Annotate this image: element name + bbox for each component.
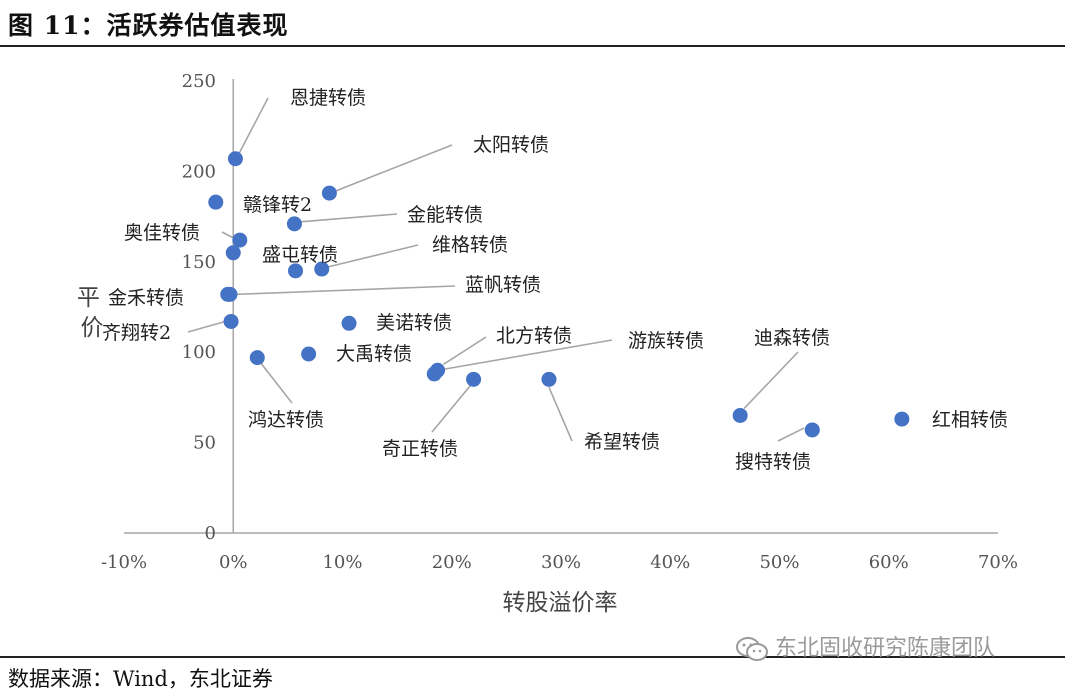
leader-line <box>431 384 472 433</box>
x-tick-label: 10% <box>322 552 362 573</box>
data-point <box>894 411 910 427</box>
point-label: 美诺转债 <box>376 312 452 334</box>
data-point <box>301 346 317 362</box>
point-label: 大禹转债 <box>336 343 412 365</box>
leader-line <box>548 387 573 442</box>
point-label: 希望转债 <box>584 431 660 453</box>
leader-line <box>443 336 487 365</box>
point-label: 北方转债 <box>496 325 572 347</box>
data-point <box>314 261 330 277</box>
data-point <box>426 366 442 382</box>
x-tick-label: 70% <box>978 552 1018 573</box>
leader-line <box>260 363 293 404</box>
data-points <box>208 151 910 438</box>
tick-labels: -10% 0% 10% 20% 30% 40% 50% 60% 70% 0 50 100 150 200 2… <box>101 71 1018 573</box>
x-axis-title: 转股溢价率 <box>503 590 618 616</box>
x-tick-label: -10% <box>101 552 147 573</box>
x-tick-label: 40% <box>650 552 690 573</box>
y-tick-label: 250 <box>182 71 216 92</box>
title-divider <box>0 45 1065 47</box>
data-point <box>541 371 557 387</box>
y-tick-label: 0 <box>205 523 216 544</box>
point-label: 太阳转债 <box>473 134 549 156</box>
x-tick-label: 0% <box>219 552 248 573</box>
leader-line <box>235 285 456 296</box>
y-tick-label: 200 <box>182 161 216 182</box>
data-point <box>288 263 304 279</box>
y-tick-label: 50 <box>193 433 216 454</box>
data-point <box>466 371 482 387</box>
point-label: 齐翔转2 <box>102 322 171 344</box>
point-label: 蓝帆转债 <box>465 274 541 296</box>
leader-lines <box>187 97 805 442</box>
data-point <box>286 216 302 232</box>
leader-line <box>743 351 799 410</box>
x-tick-label: 20% <box>432 552 472 573</box>
x-tick-label: 60% <box>869 552 909 573</box>
point-label: 金能转债 <box>407 204 483 226</box>
x-tick-label: 30% <box>541 552 581 573</box>
leader-line <box>327 244 419 268</box>
x-tick-label: 50% <box>759 552 799 573</box>
point-label: 奇正转债 <box>382 438 458 460</box>
data-point <box>732 407 748 423</box>
y-tick-label: 100 <box>182 342 216 363</box>
point-label: 赣锋转2 <box>243 194 312 216</box>
point-label: 红相转债 <box>932 409 1008 431</box>
point-label: 游族转债 <box>628 330 704 352</box>
data-point <box>321 185 337 201</box>
point-label: 恩捷转债 <box>290 87 366 109</box>
figure-title: 图 11：活跃券估值表现 <box>8 11 289 40</box>
y-axis-title: 平 价 <box>77 285 107 341</box>
point-label: 鸿达转债 <box>248 409 324 431</box>
y-axis-title-char-2: 价 <box>81 315 104 341</box>
leader-line <box>777 427 805 442</box>
point-label: 迪森转债 <box>754 327 830 349</box>
watermark-text: 东北固收研究陈康团队 <box>775 636 996 661</box>
point-label: 维格转债 <box>432 234 508 256</box>
source-divider <box>0 656 1065 658</box>
watermark: 东北固收研究陈康团队 <box>735 630 995 662</box>
data-point <box>227 151 243 167</box>
data-point <box>222 286 238 302</box>
y-axis-title-char-1: 平 <box>77 285 100 311</box>
point-label: 金禾转债 <box>108 287 184 309</box>
point-label: 盛屯转债 <box>262 244 338 266</box>
leader-line <box>187 320 226 333</box>
data-point <box>223 313 239 329</box>
data-point <box>341 315 357 331</box>
leader-line <box>335 144 453 192</box>
y-tick-label: 150 <box>182 252 216 273</box>
point-label: 搜特转债 <box>735 451 811 473</box>
data-point <box>249 350 265 366</box>
leader-line <box>238 97 269 154</box>
data-point <box>225 245 241 261</box>
source-note: 数据来源：Wind，东北证券 <box>8 667 273 691</box>
data-point <box>804 422 820 438</box>
leader-line <box>221 231 235 239</box>
data-point <box>208 194 224 210</box>
leader-line <box>440 339 613 371</box>
data-point <box>232 232 248 248</box>
axes <box>124 79 998 534</box>
wechat-icon <box>736 637 768 661</box>
point-label: 奥佳转债 <box>124 222 200 244</box>
leader-line <box>300 213 398 223</box>
